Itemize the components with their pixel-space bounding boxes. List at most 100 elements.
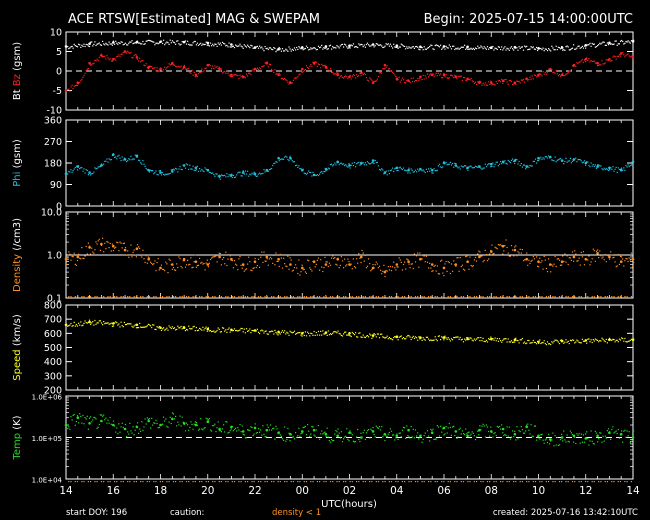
data-dot-bz	[82, 76, 84, 78]
data-dot-phi	[262, 172, 264, 174]
data-dot-phi	[243, 173, 245, 175]
missing-data-mark	[266, 296, 268, 298]
data-dot-bt	[387, 43, 389, 45]
missing-data-mark	[500, 296, 502, 298]
data-dot-density	[108, 247, 110, 249]
data-dot-speed	[99, 320, 101, 322]
data-dot-density	[471, 265, 473, 267]
data-dot-bt	[340, 44, 342, 46]
data-dot-bz	[286, 80, 288, 82]
data-dot-bt	[521, 46, 523, 48]
data-dot-density	[628, 257, 630, 259]
data-dot-phi	[86, 169, 88, 172]
data-point-density	[218, 255, 221, 259]
data-dot-bz	[74, 85, 76, 87]
missing-data-mark	[619, 481, 622, 483]
data-dot-speed	[399, 336, 401, 338]
data-dot-phi	[99, 166, 101, 168]
data-dot-density	[434, 264, 436, 266]
data-dot-temp	[448, 422, 450, 425]
data-dot-density	[173, 269, 176, 271]
data-dot-temp	[296, 436, 298, 438]
missing-data-mark	[148, 296, 151, 298]
data-dot-phi	[319, 173, 321, 175]
data-dot-phi	[185, 163, 188, 165]
data-point-temp	[419, 434, 422, 438]
data-dot-bt	[163, 39, 165, 41]
data-dot-speed	[456, 336, 458, 338]
data-dot-bt	[157, 43, 159, 45]
data-dot-speed	[114, 322, 116, 324]
data-point-speed	[608, 338, 611, 342]
data-dot-phi	[175, 167, 177, 169]
data-dot-phi	[129, 159, 131, 161]
data-dot-density	[365, 267, 368, 269]
data-dot-temp	[365, 432, 368, 434]
data-dot-temp	[380, 429, 382, 431]
missing-data-mark	[199, 481, 201, 483]
y-tick-label-phi: 360	[44, 116, 62, 127]
data-dot-bz	[580, 60, 582, 62]
data-dot-bz	[546, 72, 549, 74]
data-dot-temp	[494, 432, 496, 434]
data-dot-speed	[602, 338, 604, 340]
data-dot-bt	[257, 47, 260, 49]
data-dot-phi	[465, 165, 467, 167]
data-dot-bt	[74, 45, 76, 47]
data-dot-bt	[537, 49, 539, 52]
data-dot-temp	[90, 416, 92, 418]
data-dot-temp	[595, 432, 598, 434]
data-dot-speed	[381, 333, 383, 335]
data-dot-density	[223, 257, 225, 259]
data-dot-temp	[87, 428, 89, 430]
data-dot-speed	[524, 341, 526, 343]
missing-data-mark	[460, 481, 462, 483]
data-dot-speed	[516, 339, 518, 341]
data-point-density	[537, 260, 540, 264]
y-axis-label-part: Bz	[12, 74, 23, 89]
data-dot-temp	[82, 414, 84, 417]
data-dot-density	[612, 257, 614, 259]
data-dot-density	[157, 258, 159, 260]
data-dot-bt	[349, 47, 351, 49]
data-dot-bz	[134, 54, 136, 56]
data-dot-phi	[72, 170, 74, 172]
data-dot-temp	[606, 430, 608, 432]
data-dot-phi	[558, 158, 561, 160]
data-dot-bz	[412, 77, 414, 79]
data-dot-speed	[334, 331, 336, 333]
data-dot-bt	[381, 45, 383, 47]
data-dot-speed	[492, 338, 494, 340]
data-point-phi	[277, 156, 280, 160]
data-dot-density	[201, 261, 203, 263]
data-dot-temp	[618, 437, 620, 439]
data-dot-phi	[602, 169, 604, 171]
data-dot-density	[117, 242, 119, 244]
data-dot-temp	[513, 436, 515, 438]
data-dot-bt	[626, 41, 628, 43]
data-point-bz	[596, 61, 599, 65]
missing-data-mark	[574, 296, 576, 298]
data-dot-temp	[217, 421, 219, 423]
data-dot-bt	[264, 46, 266, 48]
data-dot-density	[314, 266, 316, 268]
data-dot-bz	[392, 71, 394, 73]
missing-data-mark	[545, 296, 547, 298]
data-dot-temp	[480, 429, 482, 431]
data-dot-speed	[446, 338, 448, 340]
data-dot-temp	[564, 439, 566, 441]
data-dot-bz	[545, 73, 547, 75]
missing-data-mark	[619, 296, 622, 298]
missing-data-mark	[428, 481, 430, 483]
data-dot-density	[473, 259, 475, 261]
data-dot-temp	[180, 425, 182, 427]
data-dot-bz	[575, 65, 577, 68]
data-dot-density	[112, 250, 115, 252]
data-dot-bz	[76, 84, 79, 87]
data-dot-phi	[326, 169, 328, 171]
data-dot-phi	[456, 166, 458, 168]
data-dot-density	[589, 264, 591, 266]
data-point-bz	[253, 67, 257, 71]
data-dot-density	[617, 253, 619, 256]
data-dot-phi	[232, 174, 234, 177]
